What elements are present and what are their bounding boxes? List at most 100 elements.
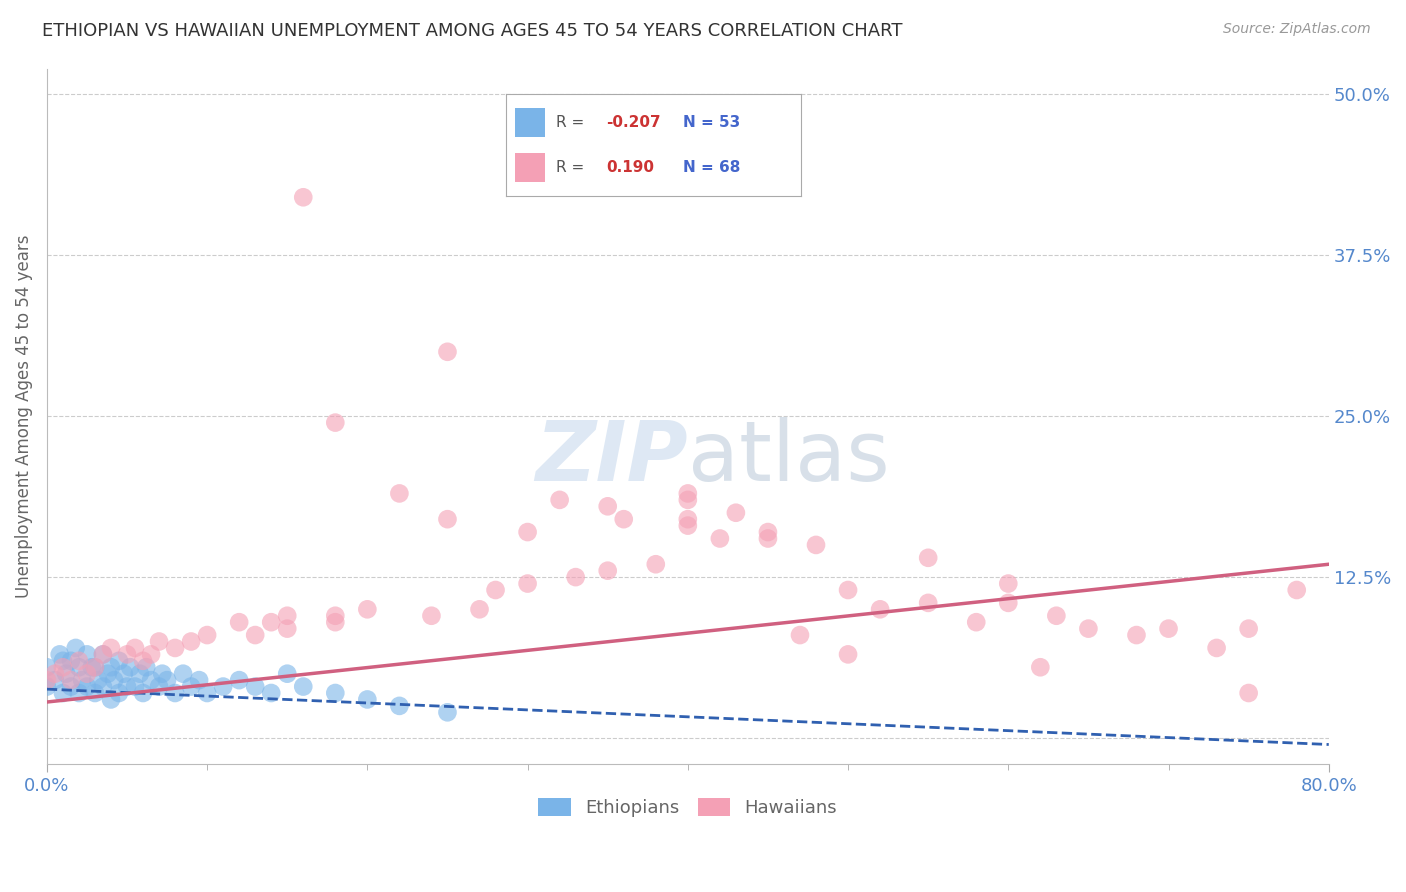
Y-axis label: Unemployment Among Ages 45 to 54 years: Unemployment Among Ages 45 to 54 years <box>15 235 32 598</box>
Point <box>323 416 346 430</box>
Point <box>76 666 98 681</box>
Point <box>91 648 114 662</box>
Point <box>188 673 211 687</box>
Point <box>165 640 187 655</box>
Point <box>150 666 173 681</box>
Point <box>789 628 811 642</box>
Point <box>484 582 506 597</box>
Point <box>148 634 170 648</box>
Point <box>48 648 70 662</box>
Point <box>59 654 82 668</box>
Point <box>709 532 731 546</box>
Point <box>323 608 346 623</box>
Text: N = 53: N = 53 <box>683 115 741 130</box>
Point <box>917 596 939 610</box>
Point <box>1045 608 1067 623</box>
Point <box>276 622 298 636</box>
Point <box>756 524 779 539</box>
Text: ZIP: ZIP <box>536 417 688 499</box>
Point <box>292 680 315 694</box>
Point <box>596 500 619 514</box>
Point <box>965 615 987 630</box>
Point <box>292 190 315 204</box>
Point <box>52 654 75 668</box>
Point <box>84 660 107 674</box>
Point <box>91 680 114 694</box>
Point <box>44 666 66 681</box>
Point <box>195 628 218 642</box>
Text: -0.207: -0.207 <box>606 115 661 130</box>
Point <box>724 506 747 520</box>
Text: R =: R = <box>557 160 589 175</box>
Point <box>516 524 538 539</box>
Point <box>245 628 267 642</box>
Point <box>323 686 346 700</box>
Point <box>676 486 699 500</box>
Point <box>228 673 250 687</box>
Text: N = 68: N = 68 <box>683 160 741 175</box>
Point <box>997 596 1019 610</box>
Point <box>172 666 194 681</box>
Point <box>245 680 267 694</box>
Point <box>91 648 114 662</box>
Point <box>228 615 250 630</box>
Point <box>135 660 157 674</box>
Point <box>35 673 58 687</box>
Legend: Ethiopians, Hawaiians: Ethiopians, Hawaiians <box>531 790 845 824</box>
Point <box>212 680 235 694</box>
Point <box>35 680 58 694</box>
Point <box>87 673 110 687</box>
Point <box>1205 640 1227 655</box>
Point <box>276 666 298 681</box>
Point <box>103 673 125 687</box>
Text: Source: ZipAtlas.com: Source: ZipAtlas.com <box>1223 22 1371 37</box>
Point <box>76 648 98 662</box>
Point <box>1029 660 1052 674</box>
Point <box>804 538 827 552</box>
Point <box>120 660 142 674</box>
Point <box>468 602 491 616</box>
Point <box>756 532 779 546</box>
Point <box>869 602 891 616</box>
Point <box>436 706 458 720</box>
Point <box>65 640 87 655</box>
Point <box>548 492 571 507</box>
Point <box>323 615 346 630</box>
Point <box>52 686 75 700</box>
Point <box>436 512 458 526</box>
Point <box>388 486 411 500</box>
Point <box>100 660 122 674</box>
Point <box>180 634 202 648</box>
Point <box>132 686 155 700</box>
Point <box>596 564 619 578</box>
Point <box>76 680 98 694</box>
Point <box>997 576 1019 591</box>
Point <box>139 648 162 662</box>
Point <box>260 615 283 630</box>
Point <box>108 654 131 668</box>
Point <box>35 660 58 674</box>
Point <box>676 492 699 507</box>
Text: atlas: atlas <box>688 417 890 499</box>
Point <box>115 680 138 694</box>
Point <box>165 686 187 700</box>
Point <box>97 666 120 681</box>
Point <box>676 512 699 526</box>
Point <box>516 576 538 591</box>
Point <box>276 608 298 623</box>
Point <box>139 673 162 687</box>
Point <box>59 680 82 694</box>
Point <box>195 686 218 700</box>
Point <box>52 660 75 674</box>
Point <box>1237 686 1260 700</box>
Point <box>676 518 699 533</box>
Point <box>67 660 90 674</box>
Point <box>80 660 103 674</box>
Point <box>388 698 411 713</box>
Point <box>436 344 458 359</box>
Text: ETHIOPIAN VS HAWAIIAN UNEMPLOYMENT AMONG AGES 45 TO 54 YEARS CORRELATION CHART: ETHIOPIAN VS HAWAIIAN UNEMPLOYMENT AMONG… <box>42 22 903 40</box>
Point <box>84 686 107 700</box>
Point <box>100 640 122 655</box>
Point <box>59 673 82 687</box>
Text: R =: R = <box>557 115 589 130</box>
